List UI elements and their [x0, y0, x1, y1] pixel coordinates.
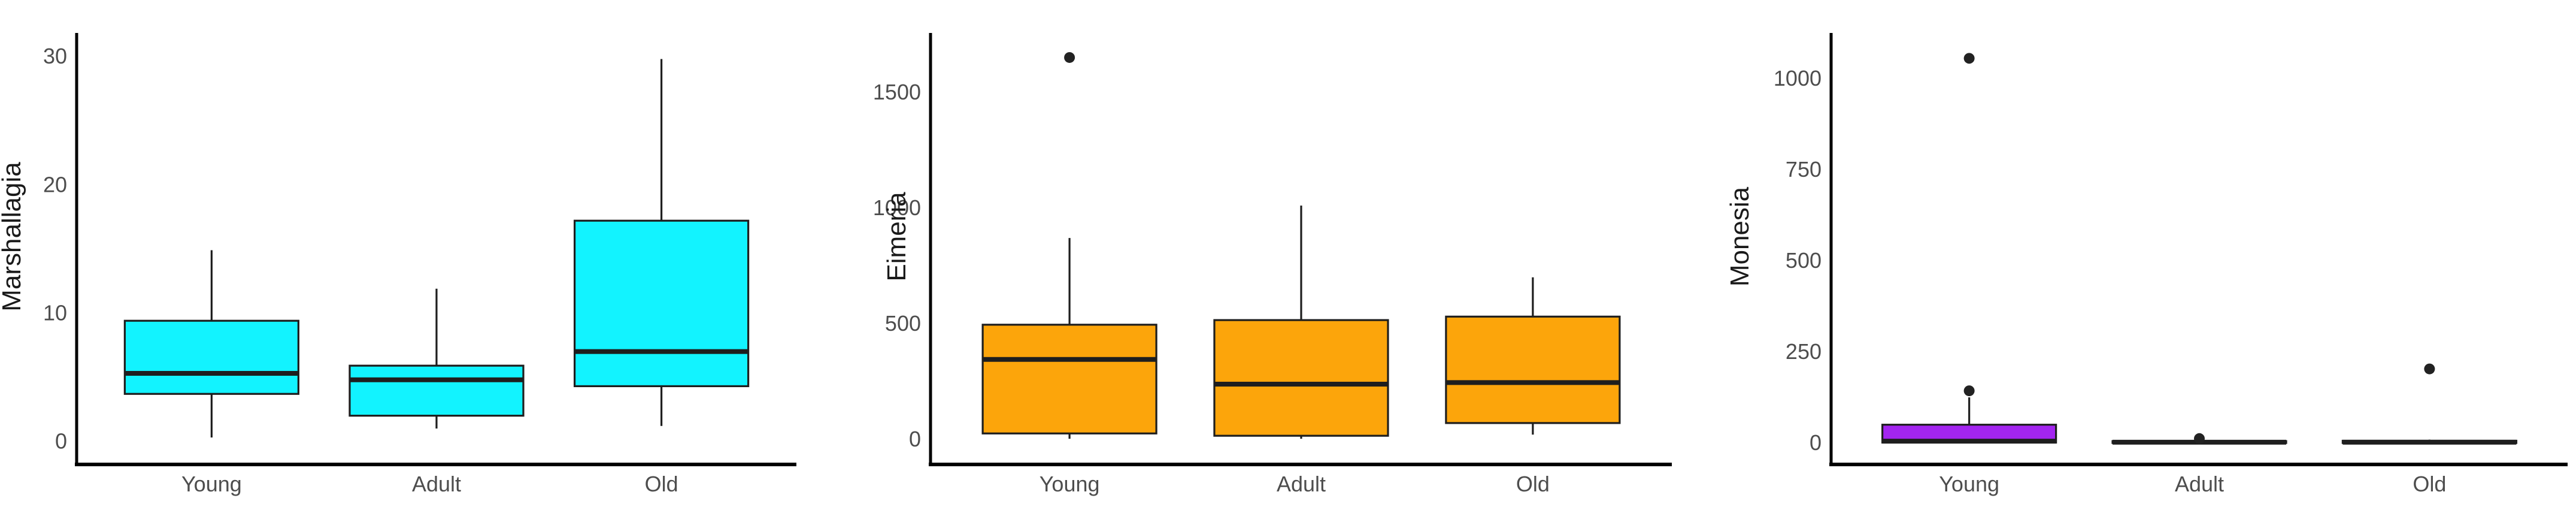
- y-axis-title: Marshallagia: [0, 162, 26, 312]
- axes: 0 500 1000 1500 Eimeria: [873, 33, 1672, 466]
- axes: 0 250 500 750 1000 Monesia: [1725, 33, 2568, 466]
- x-category-label: Adult: [2175, 472, 2224, 496]
- y-tick-label: 30: [43, 44, 67, 68]
- axes: 0 10 20 30 Marshallagia: [0, 33, 796, 466]
- x-category-label: Old: [1516, 472, 1550, 496]
- panel-eimeria: 0 500 1000 1500 Eimeria Young Adult Old: [859, 0, 1717, 507]
- boxplot-eimeria: 0 500 1000 1500 Eimeria Young Adult Old: [859, 0, 1717, 507]
- box-group-old: Old: [574, 59, 750, 496]
- y-axis-title: Eimeria: [882, 192, 911, 282]
- boxplot-monesia: 0 250 500 750 1000 Monesia Young Adult Old: [1717, 0, 2576, 507]
- iqr-box: [981, 324, 1157, 434]
- boxplot-marshallagia: 0 10 20 30 Marshallagia Young Adult Old: [0, 0, 859, 507]
- iqr-box: [123, 319, 299, 395]
- outlier-point: [2194, 433, 2205, 444]
- y-tick-label: 500: [1786, 248, 1822, 273]
- y-tick-label: 1000: [873, 195, 921, 220]
- plot-background: [1717, 0, 2576, 507]
- box-group-young: Young: [1881, 53, 2057, 496]
- panel-marshallagia: 0 10 20 30 Marshallagia Young Adult Old: [0, 0, 859, 507]
- x-category-label: Young: [1939, 472, 1999, 496]
- box-group-young: Young: [981, 52, 1157, 496]
- outlier-point: [1963, 53, 1975, 64]
- box-group-young: Young: [123, 250, 299, 496]
- y-tick-label: 0: [909, 427, 921, 451]
- y-tick-label: 0: [55, 428, 67, 453]
- y-tick-label: 250: [1786, 339, 1822, 364]
- x-category-label: Young: [181, 472, 242, 496]
- y-tick-label: 750: [1786, 157, 1822, 182]
- outlier-point: [2424, 363, 2435, 375]
- iqr-box: [574, 219, 750, 388]
- box-group-old: Old: [1445, 277, 1621, 496]
- x-category-label: Old: [645, 472, 678, 496]
- box-group-adult: Adult: [1213, 206, 1389, 496]
- panel-monesia: 0 250 500 750 1000 Monesia Young Adult Old: [1717, 0, 2576, 507]
- x-category-label: Old: [2413, 472, 2446, 496]
- iqr-box: [1445, 315, 1621, 424]
- outlier-point: [1963, 385, 1975, 397]
- x-category-label: Young: [1040, 472, 1100, 496]
- box-group-adult: Adult: [348, 288, 525, 496]
- iqr-box: [348, 364, 525, 417]
- x-category-label: Adult: [412, 472, 461, 496]
- outlier-point: [1064, 52, 1075, 63]
- y-tick-label: 500: [885, 311, 921, 336]
- x-category-label: Adult: [1277, 472, 1326, 496]
- y-tick-label: 1000: [1774, 66, 1822, 90]
- y-axis-title: Monesia: [1725, 186, 1754, 286]
- y-tick-label: 10: [43, 300, 67, 325]
- iqr-box: [1213, 319, 1389, 437]
- box-group-old: Old: [2341, 363, 2517, 496]
- y-tick-label: 20: [43, 172, 67, 197]
- y-tick-label: 1500: [873, 80, 921, 104]
- y-tick-label: 0: [1810, 430, 1822, 455]
- box-group-adult: Adult: [2111, 433, 2287, 496]
